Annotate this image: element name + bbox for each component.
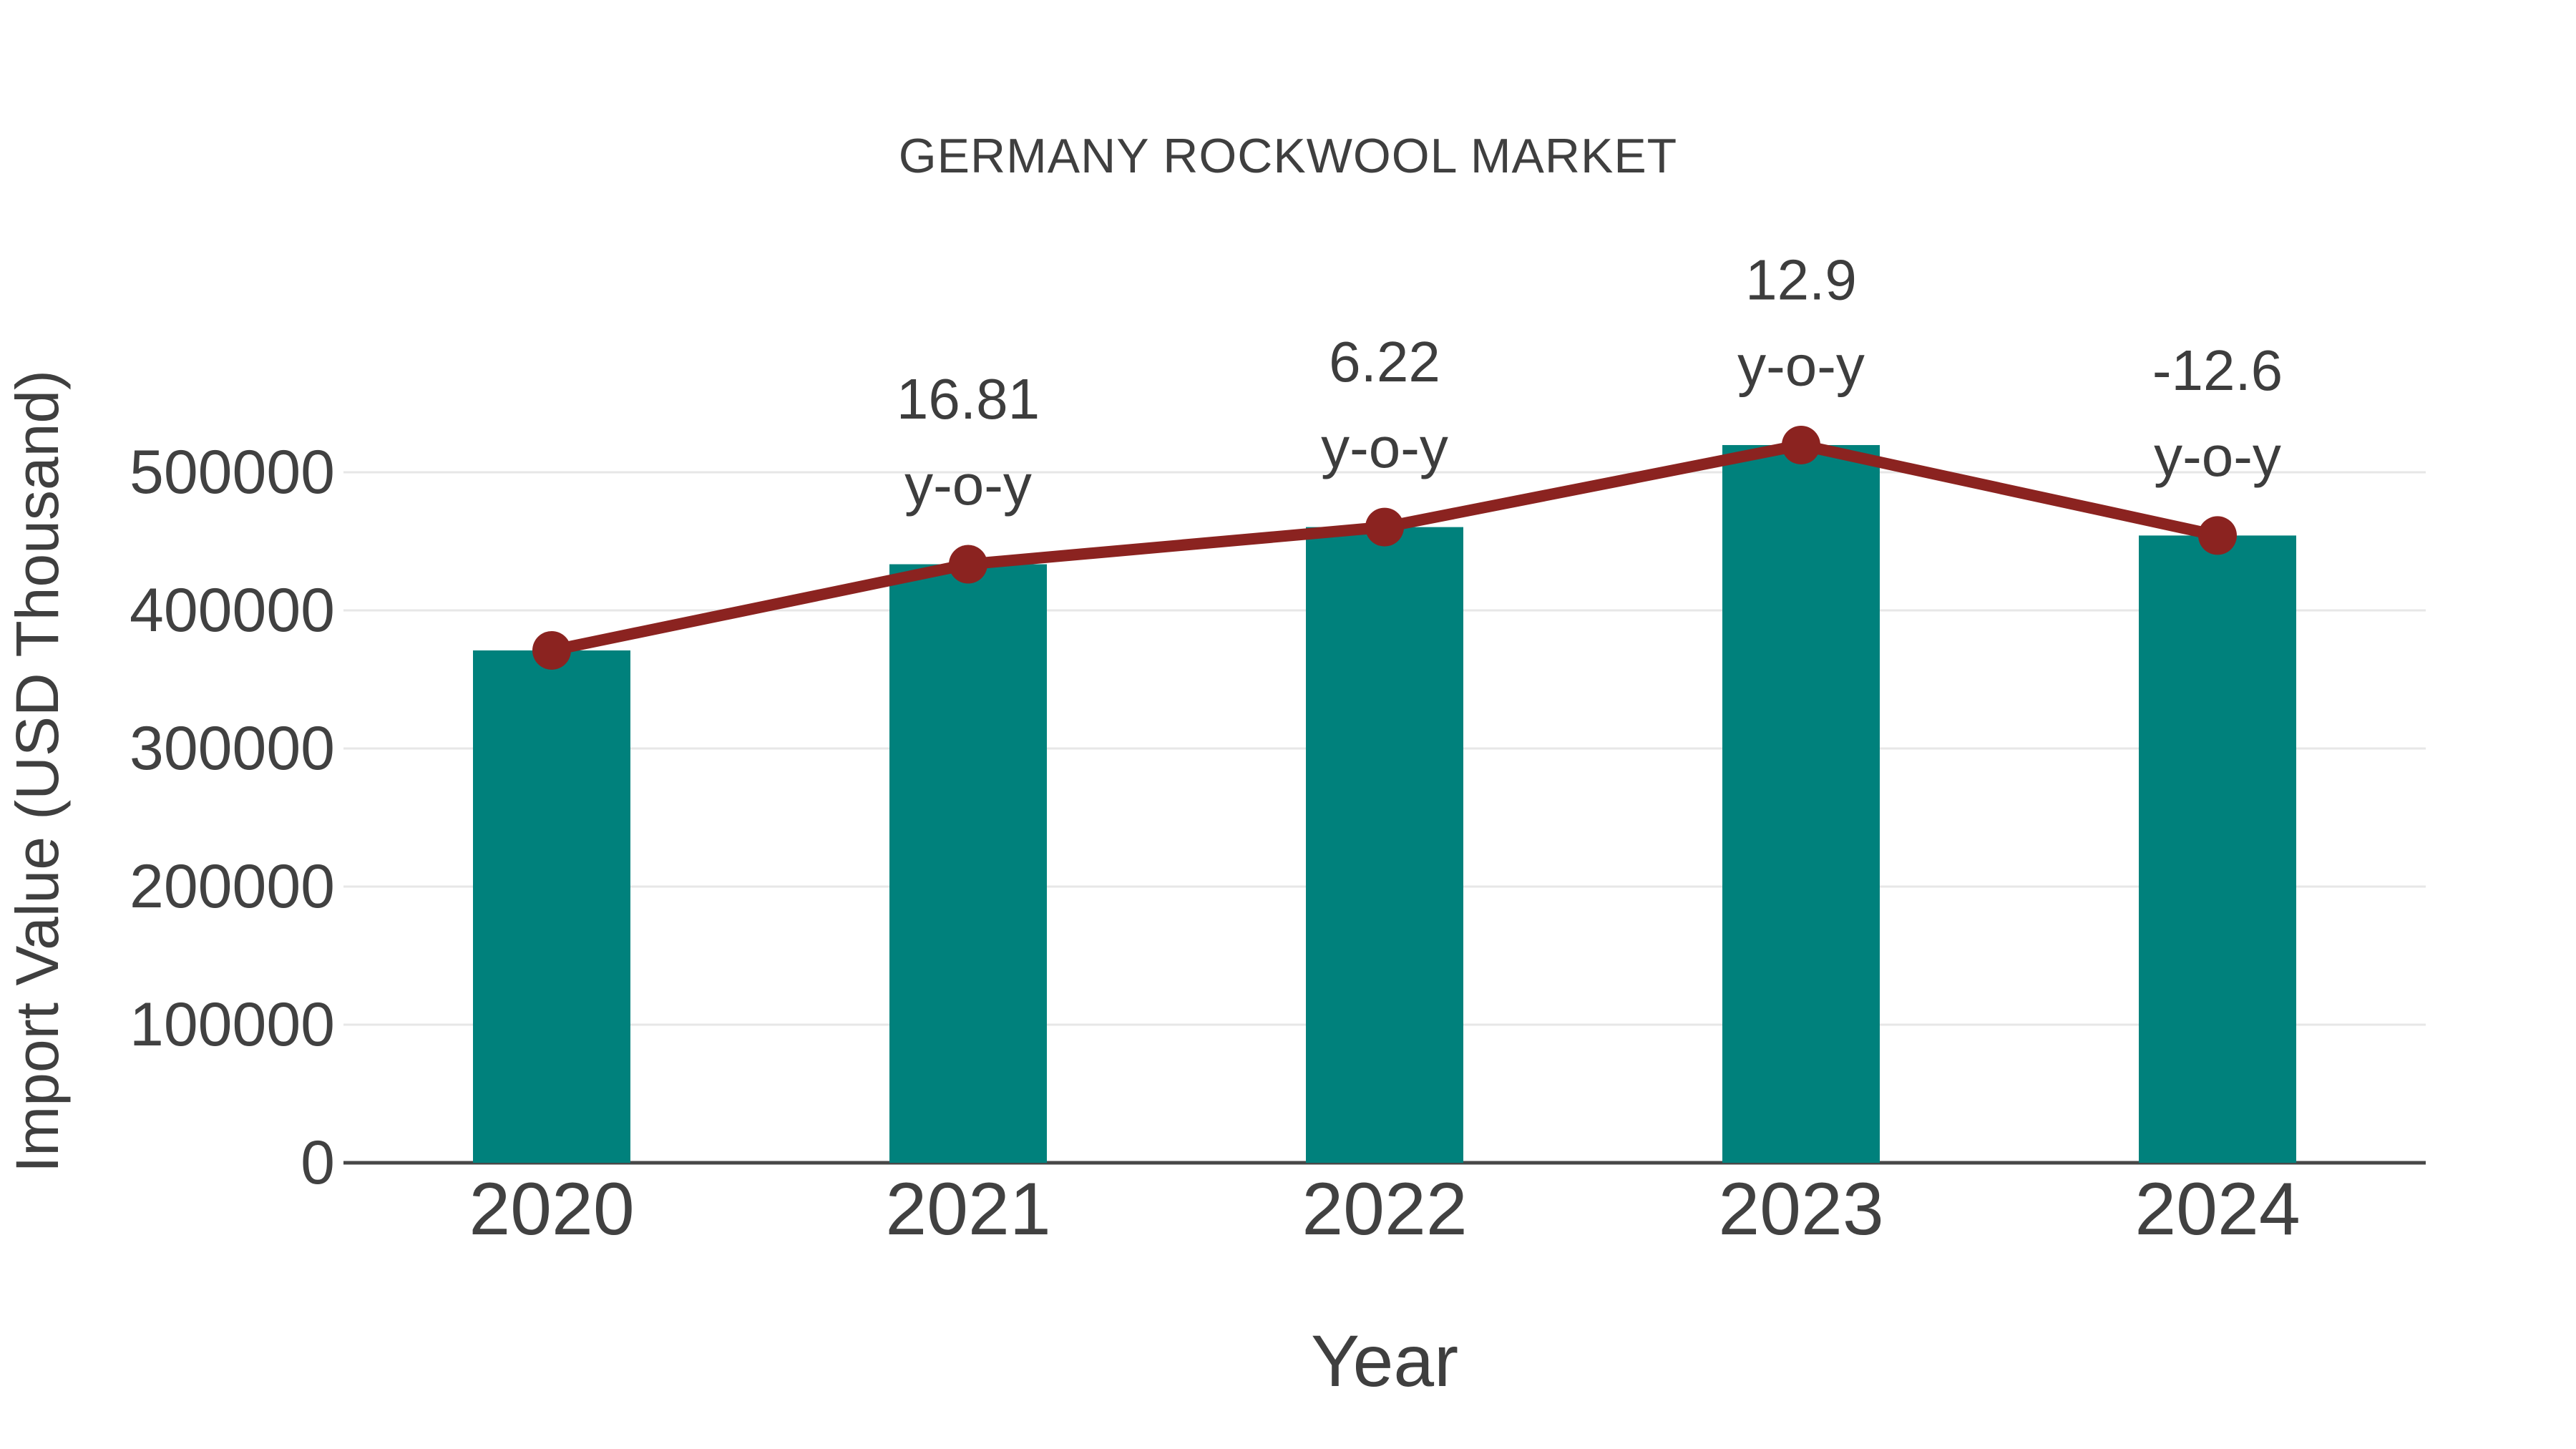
bar-2023 [1722,444,1880,1163]
annotation-value-2023: 12.9 [1745,248,1857,311]
x-tick-label: 2024 [2135,1168,2300,1251]
bar-2024 [2139,535,2296,1163]
bar-2021 [889,564,1047,1163]
annotations-layer: 16.81 y-o-y 6.22 y-o-y 12.9 y-o-y -12.6 y-o-y [897,248,2283,517]
x-axis-title: Year [1311,1320,1458,1402]
annotation-suffix-2024: y-o-y [2154,424,2281,488]
line-marker-2023 [1782,425,1820,464]
y-tick-label: 0 [301,1128,335,1197]
annotation-suffix-2022: y-o-y [1321,416,1448,479]
y-tick-label: 300000 [130,714,335,783]
x-tick-label: 2020 [469,1168,634,1251]
annotation-suffix-2021: y-o-y [904,453,1032,517]
y-tick-label: 100000 [130,990,335,1059]
line-marker-2021 [949,545,987,584]
bars-layer [473,444,2296,1163]
y-tick-label: 400000 [130,576,335,645]
annotation-value-2021: 16.81 [897,367,1040,431]
line-marker-2020 [532,630,571,670]
line-marker-2024 [2198,516,2237,555]
bar-2022 [1306,527,1463,1163]
trend-line-layer [532,425,2237,670]
x-tick-label: 2021 [885,1168,1050,1251]
x-tick-label: 2023 [1718,1168,1883,1251]
line-marker-2022 [1365,507,1404,547]
y-axis-title: Import Value (USD Thousand) [4,370,71,1173]
annotation-suffix-2023: y-o-y [1737,333,1865,397]
tick-labels-layer: 0 100000 200000 300000 400000 500000 2020 2021 2… [130,438,2301,1251]
y-tick-label: 500000 [130,438,335,507]
bar-2020 [473,650,630,1163]
chart-title: GERMANY ROCKWOOL MARKET [899,129,1677,183]
annotation-value-2022: 6.22 [1329,330,1440,394]
x-tick-label: 2022 [1302,1168,1467,1251]
y-tick-label: 200000 [130,852,335,921]
annotation-value-2024: -12.6 [2152,338,2283,402]
